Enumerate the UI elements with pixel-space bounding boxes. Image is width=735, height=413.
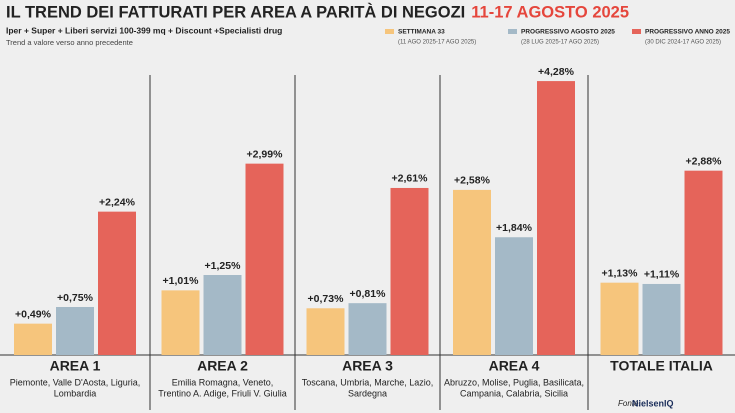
bar bbox=[684, 170, 723, 355]
bar bbox=[56, 307, 94, 355]
legend-swatch bbox=[508, 29, 517, 34]
legend-label: PROGRESSIVO AGOSTO 2025 bbox=[521, 29, 615, 36]
category-detail: Trentino A. Adige, Friuli V. Giulia bbox=[158, 388, 286, 398]
value-label: +0,73% bbox=[308, 293, 345, 305]
x-tick-label: AREA 3 bbox=[342, 358, 393, 374]
value-label: +0,81% bbox=[350, 288, 387, 300]
note: Trend a valore verso anno precedente bbox=[6, 38, 133, 47]
bar bbox=[245, 163, 284, 355]
bar bbox=[390, 187, 429, 355]
category-detail: Lombardia bbox=[54, 388, 97, 398]
legend-swatch bbox=[385, 29, 394, 34]
value-label: +1,25% bbox=[205, 260, 242, 272]
bar bbox=[537, 81, 575, 355]
x-tick-label: AREA 1 bbox=[50, 358, 101, 374]
bar bbox=[203, 275, 242, 355]
value-label: +1,01% bbox=[163, 275, 200, 287]
value-label: +2,58% bbox=[454, 175, 491, 187]
x-tick-label: AREA 2 bbox=[197, 358, 248, 374]
value-label: +0,49% bbox=[15, 308, 52, 320]
legend-period: (28 LUG 2025-17 AGO 2025) bbox=[521, 40, 599, 46]
value-label: +2,61% bbox=[392, 173, 429, 185]
category-detail: Emilia Romagna, Veneto, bbox=[172, 377, 274, 387]
value-label: +1,84% bbox=[496, 222, 533, 234]
bar bbox=[600, 282, 639, 355]
bar bbox=[14, 323, 52, 355]
category-detail: Piemonte, Valle D'Aosta, Liguria, bbox=[10, 377, 141, 387]
x-tick-label: AREA 4 bbox=[489, 358, 540, 374]
bar bbox=[98, 211, 136, 355]
x-tick-label: TOTALE ITALIA bbox=[610, 358, 713, 374]
bar bbox=[642, 283, 681, 355]
chart-title: IL TREND DEI FATTURATI PER AREA A PARITÀ… bbox=[6, 2, 465, 21]
subtitle: Iper + Super + Liberi servizi 100-399 mq… bbox=[6, 25, 282, 35]
value-label: +2,99% bbox=[247, 148, 284, 160]
category-detail: Campania, Calabria, Sicilia bbox=[460, 388, 568, 398]
legend-label: SETTIMANA 33 bbox=[398, 29, 445, 36]
legend-swatch bbox=[632, 29, 641, 34]
legend-label: PROGRESSIVO ANNO 2025 bbox=[645, 29, 730, 36]
source-label: Fonte: bbox=[618, 399, 641, 408]
bar bbox=[453, 189, 491, 355]
value-label: +1,11% bbox=[644, 269, 680, 281]
bar bbox=[306, 308, 345, 355]
source: NielsenIQ bbox=[632, 398, 674, 408]
value-label: +4,28% bbox=[538, 66, 575, 78]
value-label: +1,13% bbox=[602, 267, 639, 279]
category-detail: Toscana, Umbria, Marche, Lazio, bbox=[302, 377, 434, 387]
value-label: +2,24% bbox=[99, 196, 136, 208]
bar bbox=[495, 237, 533, 355]
legend-period: (11 AGO 2025-17 AGO 2025) bbox=[398, 40, 476, 46]
category-detail: Sardegna bbox=[348, 388, 387, 398]
value-label: +0,75% bbox=[57, 292, 94, 304]
bar bbox=[161, 290, 200, 355]
value-label: +2,88% bbox=[686, 155, 723, 167]
category-detail: Abruzzo, Molise, Puglia, Basilicata, bbox=[444, 377, 584, 387]
bar bbox=[348, 303, 387, 355]
chart-title-date: 11-17 AGOSTO 2025 bbox=[471, 3, 629, 21]
legend-period: (30 DIC 2024-17 AGO 2025) bbox=[645, 40, 721, 46]
